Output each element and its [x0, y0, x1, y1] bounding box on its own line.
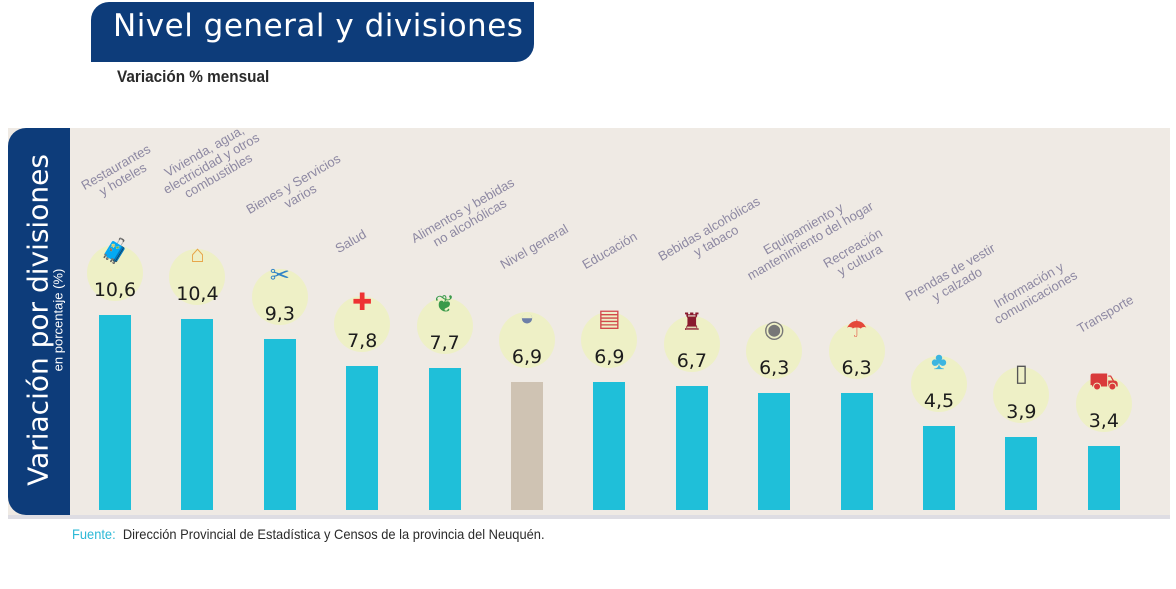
data-label: 6,7 [676, 350, 707, 373]
data-label: 6,9 [511, 346, 543, 369]
bar [346, 366, 379, 510]
clothes-icon: ♣ [931, 348, 947, 376]
category-label: Educación [579, 229, 640, 273]
washing-machine-icon: ◉ [763, 316, 785, 344]
books-icon: ▤ [598, 305, 621, 333]
data-label: 9,3 [264, 302, 295, 325]
category-label: Salud [332, 226, 369, 257]
category-label: Restaurantes y hoteles [78, 141, 153, 199]
data-label: 6,3 [841, 357, 872, 380]
wine-icon: ♜ [681, 309, 703, 337]
data-label: 7,8 [347, 330, 378, 353]
category-label: Bienes y Servicios varios [243, 150, 343, 217]
bar [593, 382, 626, 510]
icon-background [87, 245, 143, 302]
bar [1087, 446, 1120, 510]
icon-background [334, 296, 391, 353]
bar [263, 338, 296, 510]
title-banner: Nivel general y divisiones [91, 2, 534, 62]
scissors-card-icon: ✂ [269, 261, 290, 289]
data-label: 3,4 [1088, 410, 1119, 433]
icon-background [993, 367, 1050, 424]
phone-icon: ▯ [1014, 360, 1028, 388]
data-label: 4,5 [923, 390, 955, 413]
bar [428, 367, 461, 510]
page-title: Nivel general y divisiones [113, 8, 524, 44]
icon-background [911, 356, 967, 413]
category-label: Transporte [1074, 291, 1136, 337]
category-label: Vivienda, agua, electricidad y otros com… [160, 122, 263, 201]
icon-background [416, 297, 473, 354]
food-icon: ❦ [434, 290, 455, 318]
data-label: 10,6 [93, 279, 137, 302]
icon-background [828, 323, 885, 380]
bar [511, 382, 543, 510]
data-label: 6,3 [759, 357, 790, 380]
data-label: 3,9 [1006, 401, 1037, 424]
subtitle: Variación % mensual [117, 67, 270, 86]
data-label: 10,4 [176, 282, 219, 305]
bar [840, 393, 873, 510]
house-icon: ⌂ [190, 240, 205, 268]
category-label: Alimentos y bebidas no alcohólicas [408, 174, 517, 250]
car-icon: ⛟ [1088, 368, 1119, 396]
bar [1005, 437, 1038, 510]
source-label: Fuente: [72, 526, 116, 542]
icon-background [169, 248, 226, 305]
bar [675, 386, 708, 510]
icon-background [581, 312, 638, 369]
bar [758, 393, 791, 510]
beach-icon: ☂ [845, 316, 868, 344]
data-label: 7,7 [429, 331, 460, 354]
icon-background [663, 316, 720, 373]
bar [181, 318, 214, 510]
icon-background [251, 268, 308, 325]
bar [923, 426, 955, 510]
bar [99, 315, 131, 510]
health-shield-icon: ✚ [352, 289, 373, 317]
icon-background [499, 312, 555, 369]
icon-background [746, 323, 803, 380]
basket-icon: ◒ [519, 304, 535, 332]
icon-background [1075, 376, 1132, 433]
luggage-icon: 🧳 [100, 238, 130, 266]
source-note: Fuente: Dirección Provincial de Estadíst… [72, 526, 545, 542]
source-text: Dirección Provincial de Estadística y Ce… [122, 526, 545, 542]
data-label: 6,9 [594, 346, 625, 369]
category-label: Nivel general [497, 221, 571, 273]
y-axis-band [8, 128, 70, 515]
